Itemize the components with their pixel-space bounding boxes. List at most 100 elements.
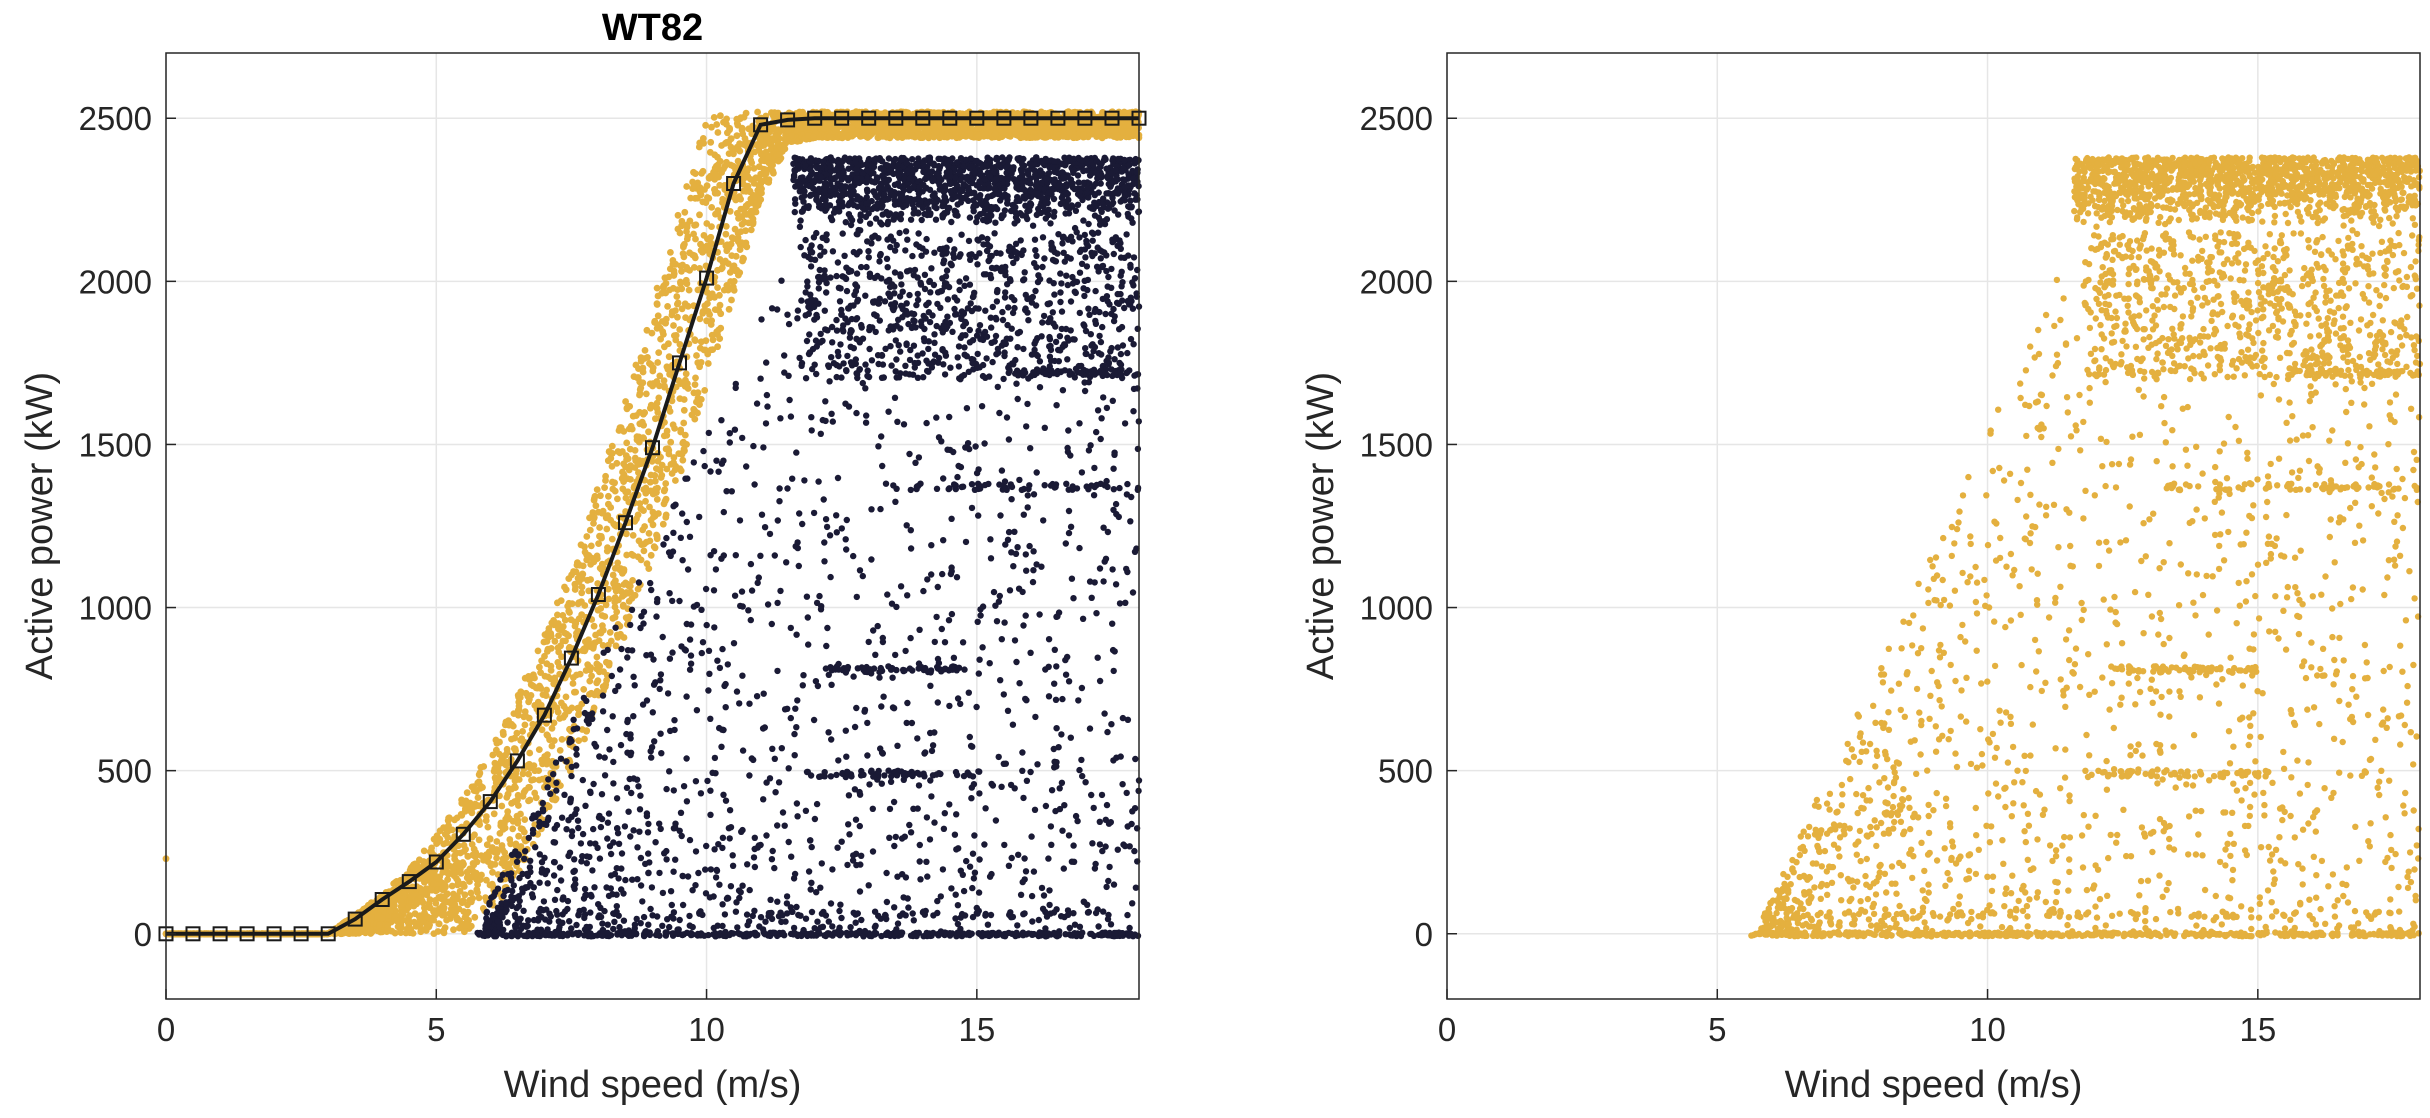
normal-point bbox=[706, 311, 713, 318]
normal-point bbox=[767, 163, 775, 171]
normal-point bbox=[726, 126, 733, 134]
normal-point bbox=[713, 328, 721, 336]
normal-point bbox=[690, 182, 698, 190]
normal-point bbox=[625, 582, 633, 590]
normal-point bbox=[454, 895, 461, 903]
normal-point bbox=[420, 847, 428, 855]
normal-point bbox=[463, 803, 471, 811]
normal-point bbox=[513, 812, 521, 820]
normal-point bbox=[691, 337, 699, 344]
normal-point bbox=[645, 530, 653, 537]
normal-point bbox=[594, 661, 602, 669]
normal-point bbox=[443, 839, 450, 847]
normal-point bbox=[674, 313, 681, 321]
normal-point bbox=[352, 929, 359, 937]
normal-point bbox=[657, 474, 665, 481]
normal-point bbox=[450, 926, 457, 934]
normal-point bbox=[474, 881, 481, 888]
normal-point bbox=[655, 394, 663, 402]
normal-point bbox=[669, 421, 677, 429]
normal-point bbox=[556, 747, 564, 754]
normal-point bbox=[434, 875, 442, 882]
normal-point bbox=[727, 143, 735, 151]
normal-point bbox=[579, 647, 586, 654]
normal-point bbox=[640, 547, 648, 555]
normal-point bbox=[578, 583, 586, 591]
normal-point bbox=[568, 704, 576, 712]
normal-point bbox=[676, 341, 684, 348]
normal-point bbox=[593, 653, 601, 661]
normal-point bbox=[604, 457, 612, 465]
normal-point bbox=[728, 234, 736, 242]
normal-point bbox=[764, 178, 771, 186]
normal-point bbox=[677, 426, 685, 434]
normal-point bbox=[471, 831, 478, 839]
normal-point bbox=[682, 314, 689, 321]
normal-point bbox=[420, 858, 427, 865]
normal-point bbox=[441, 899, 448, 906]
normal-point bbox=[547, 645, 555, 652]
normal-point bbox=[716, 181, 724, 189]
normal-point bbox=[544, 673, 552, 681]
normal-point bbox=[1080, 131, 1087, 139]
normal-point bbox=[498, 802, 506, 810]
normal-point bbox=[444, 876, 451, 883]
normal-point bbox=[758, 189, 765, 197]
normal-point bbox=[502, 854, 510, 862]
normal-point bbox=[634, 585, 642, 593]
normal-point bbox=[530, 776, 537, 783]
normal-point bbox=[590, 622, 598, 630]
normal-point bbox=[574, 574, 582, 582]
normal-point bbox=[475, 894, 483, 902]
normal-point bbox=[475, 836, 483, 844]
normal-point bbox=[391, 879, 399, 886]
normal-point bbox=[721, 162, 729, 170]
normal-point bbox=[461, 928, 468, 936]
normal-point bbox=[554, 599, 561, 607]
normal-point bbox=[536, 683, 544, 691]
normal-point bbox=[536, 663, 543, 671]
normal-point bbox=[682, 370, 690, 378]
normal-point bbox=[613, 459, 621, 467]
normal-point bbox=[535, 767, 542, 774]
normal-point bbox=[981, 131, 989, 138]
normal-point bbox=[681, 208, 689, 216]
normal-point bbox=[522, 712, 530, 720]
normal-point bbox=[629, 577, 636, 584]
normal-point bbox=[435, 920, 443, 927]
normal-point bbox=[683, 441, 690, 448]
normal-point bbox=[708, 276, 716, 283]
normal-point bbox=[421, 878, 428, 886]
normal-point bbox=[386, 907, 394, 915]
normal-point bbox=[436, 835, 444, 843]
normal-point bbox=[479, 784, 486, 791]
normal-point bbox=[562, 586, 570, 594]
normal-point bbox=[703, 242, 711, 250]
normal-point bbox=[728, 296, 735, 304]
normal-point bbox=[845, 132, 853, 139]
normal-point bbox=[543, 731, 551, 739]
normal-point bbox=[600, 668, 607, 675]
normal-point bbox=[587, 542, 595, 550]
normal-point bbox=[586, 677, 594, 685]
normal-point bbox=[740, 187, 747, 195]
normal-point bbox=[692, 374, 699, 382]
normal-point bbox=[717, 112, 724, 120]
normal-point bbox=[582, 667, 590, 674]
normal-point bbox=[642, 390, 650, 398]
normal-point bbox=[678, 305, 686, 313]
normal-point bbox=[527, 681, 535, 688]
normal-point bbox=[661, 343, 668, 351]
normal-point bbox=[702, 199, 710, 207]
normal-point bbox=[511, 798, 518, 806]
normal-point bbox=[500, 731, 507, 738]
normal-point bbox=[598, 509, 606, 517]
normal-point bbox=[707, 233, 715, 241]
normal-point bbox=[641, 523, 648, 530]
normal-point bbox=[679, 250, 687, 257]
normal-point bbox=[545, 803, 553, 811]
normal-point bbox=[521, 816, 529, 823]
normal-point bbox=[733, 195, 740, 203]
normal-point bbox=[754, 108, 761, 116]
normal-point bbox=[641, 347, 649, 354]
